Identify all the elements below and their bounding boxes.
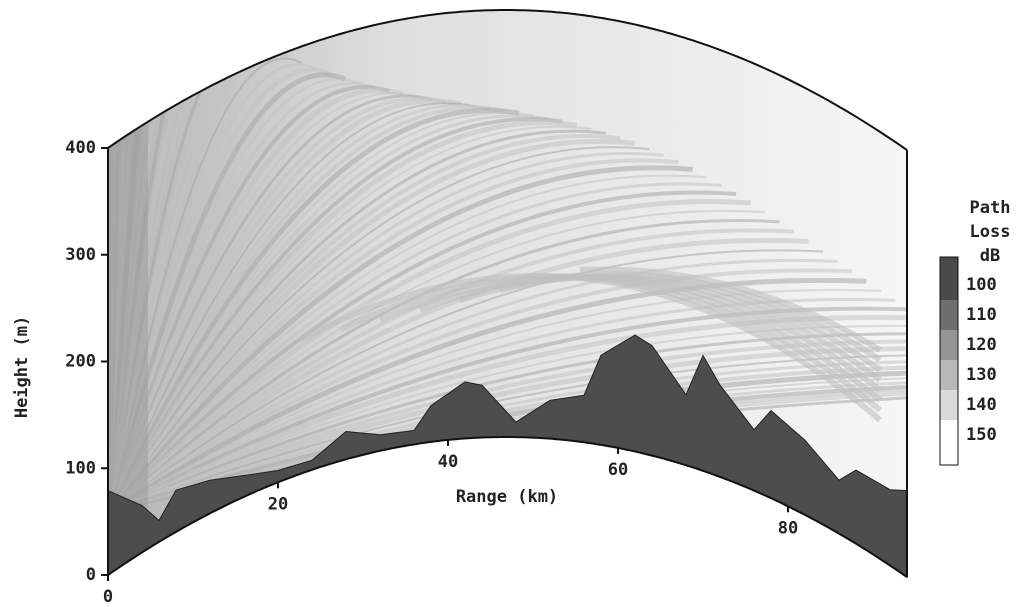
colorbar-title: dB (980, 246, 1000, 266)
x-tick-label: 60 (608, 460, 628, 480)
colorbar-swatch (940, 360, 958, 390)
colorbar-swatch (940, 420, 958, 465)
colorbar-swatch (940, 300, 958, 330)
colorbar-swatch (940, 257, 958, 300)
page: {"chart_data": { "type": "terrain-heatma… (0, 0, 1021, 607)
x-tick-label: 40 (438, 452, 458, 472)
y-tick-label: 200 (65, 352, 96, 372)
y-tick-label: 300 (65, 245, 96, 265)
colorbar-tick-label: 120 (966, 335, 997, 355)
chart: Range (km) Height (m) 0 100 200 300 400 0 20 40… (0, 0, 1021, 607)
colorbar-title: Path (970, 198, 1011, 218)
colorbar-swatch (940, 390, 958, 420)
colorbar-tick-label: 150 (966, 425, 997, 445)
colorbar-tick-label: 140 (966, 395, 997, 415)
y-tick-label: 0 (86, 565, 96, 585)
x-tick-label: 20 (268, 494, 288, 514)
colorbar-swatch (940, 330, 958, 360)
x-axis-title: Range (km) (456, 487, 558, 507)
y-tick-label: 100 (65, 458, 96, 478)
y-tick-label: 400 (65, 138, 96, 158)
colorbar-title: Loss (970, 222, 1011, 242)
colorbar-tick-label: 100 (966, 275, 997, 295)
colorbar-tick-label: 110 (966, 305, 997, 325)
colorbar-tick-label: 130 (966, 365, 997, 385)
x-tick-label: 0 (103, 587, 113, 607)
y-axis-title: Height (m) (12, 316, 32, 418)
x-tick-label: 80 (778, 518, 798, 538)
